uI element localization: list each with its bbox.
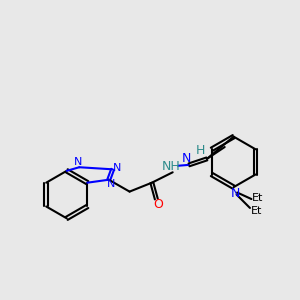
Text: Et: Et — [252, 193, 264, 202]
Text: N: N — [113, 163, 121, 173]
Text: N: N — [182, 152, 191, 165]
Text: H: H — [196, 144, 206, 157]
Text: Et: Et — [251, 206, 262, 216]
Text: O: O — [153, 198, 163, 211]
Text: N: N — [230, 187, 240, 200]
Text: N: N — [107, 179, 115, 189]
Text: N: N — [74, 157, 82, 167]
Text: NH: NH — [162, 160, 181, 173]
